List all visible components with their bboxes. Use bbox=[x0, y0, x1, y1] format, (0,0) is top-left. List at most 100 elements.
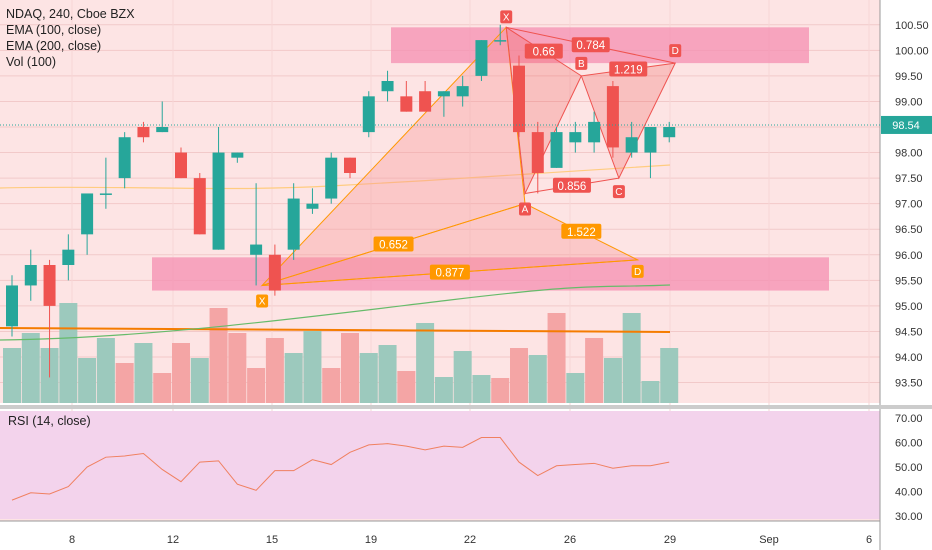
price-tick-label: 99.50 bbox=[895, 71, 923, 83]
candle-body bbox=[250, 244, 263, 255]
rsi-tick-label: 30.00 bbox=[895, 511, 923, 523]
red-point-badge bbox=[575, 56, 588, 70]
volume-bar bbox=[322, 368, 341, 403]
volume-bar bbox=[528, 355, 547, 403]
volume-bar bbox=[209, 308, 228, 403]
candle-body bbox=[644, 127, 657, 153]
indicator-ema100: EMA (100, close) bbox=[6, 23, 102, 37]
volume-bar bbox=[585, 338, 604, 403]
candles[interactable] bbox=[6, 24, 676, 378]
candle-body bbox=[531, 132, 544, 173]
rsi-label: RSI (14, close) bbox=[8, 414, 91, 428]
candle-body bbox=[212, 152, 225, 250]
volume-bar bbox=[21, 333, 40, 403]
harmonic-pattern-labels: X A B C D X D 0.66 0.784 1.219 0.856 0.652 1.522 0.87… bbox=[256, 10, 682, 308]
rsi-series-line bbox=[11, 437, 670, 501]
candle-body bbox=[550, 132, 563, 168]
volume-bar bbox=[491, 378, 510, 403]
volume-bar bbox=[172, 343, 190, 403]
time-tick-label: 15 bbox=[266, 534, 278, 546]
red-point-label: X bbox=[503, 12, 510, 23]
candle-body bbox=[231, 152, 244, 158]
time-tick-label: 6 bbox=[866, 534, 872, 546]
price-tick-label: 97.50 bbox=[895, 173, 923, 185]
candle-body bbox=[62, 249, 75, 265]
orange-point-badge bbox=[256, 294, 269, 308]
time-tick-label: 12 bbox=[167, 534, 179, 546]
price-tick-label: 95.00 bbox=[895, 301, 923, 313]
orange-ratio-badge bbox=[373, 236, 414, 252]
legend: NDAQ, 240, Cboe BZX EMA (100, close) EMA… bbox=[6, 6, 135, 70]
candle-body bbox=[588, 121, 601, 143]
red-ratio-badge bbox=[552, 177, 591, 193]
volume-bars bbox=[0, 303, 679, 403]
volume-bar bbox=[641, 381, 660, 403]
volume-bar bbox=[359, 353, 378, 403]
candle-body bbox=[306, 203, 319, 209]
volume-bar bbox=[115, 363, 134, 403]
candle-body bbox=[6, 285, 18, 327]
volume-bar bbox=[341, 333, 359, 403]
candle-body bbox=[118, 137, 131, 179]
candle-body bbox=[175, 152, 187, 179]
volume-bar bbox=[228, 333, 247, 403]
candle-body bbox=[437, 91, 450, 97]
last-price-badge bbox=[881, 115, 932, 134]
orange-ratio-label: 0.652 bbox=[379, 240, 408, 252]
candle-body bbox=[287, 198, 300, 250]
orange-point-badge bbox=[631, 264, 644, 278]
volume-bar bbox=[397, 371, 416, 403]
volume-bar bbox=[303, 331, 322, 403]
volume-bar bbox=[472, 375, 491, 403]
red-ratio-badge bbox=[571, 37, 610, 53]
rsi-tick-label: 70.00 bbox=[895, 413, 923, 425]
candle-body bbox=[344, 157, 356, 173]
time-tick-label: 29 bbox=[664, 534, 676, 546]
red-ratio-badge bbox=[609, 61, 648, 77]
orange-ratio-badge bbox=[429, 264, 470, 280]
price-tick-label: 97.00 bbox=[895, 199, 923, 211]
symbol-line: NDAQ, 240, Cboe BZX bbox=[6, 7, 135, 21]
volume-bar bbox=[622, 313, 641, 403]
orange-point-label: X bbox=[259, 296, 266, 307]
volume-average-line bbox=[0, 327, 671, 333]
red-point-label: B bbox=[578, 59, 585, 70]
candle-body bbox=[513, 65, 525, 133]
volume-bar bbox=[265, 338, 284, 403]
rsi-tick-label: 40.00 bbox=[895, 487, 923, 499]
volume-bar bbox=[78, 358, 97, 403]
volume-bar bbox=[453, 351, 472, 403]
time-tick-label: 26 bbox=[564, 534, 576, 546]
time-tick-label: 19 bbox=[365, 534, 377, 546]
red-ratio-label: 0.66 bbox=[533, 47, 555, 59]
candle-body bbox=[663, 127, 676, 138]
candle-body bbox=[81, 193, 94, 235]
price-tick-label: 100.00 bbox=[895, 45, 929, 57]
red-point-label: A bbox=[522, 204, 529, 215]
rsi-line bbox=[11, 437, 670, 501]
price-tick-label: 100.50 bbox=[895, 20, 929, 32]
red-point-badge bbox=[500, 10, 513, 24]
volume-bar bbox=[134, 343, 153, 403]
volume-bar bbox=[603, 358, 622, 403]
candle-body bbox=[475, 40, 488, 76]
ema-200-line bbox=[0, 284, 671, 341]
red-ratio-label: 1.219 bbox=[614, 65, 643, 77]
red-point-badge bbox=[519, 202, 531, 216]
price-tick-label: 95.50 bbox=[895, 275, 923, 287]
red-point-badge bbox=[612, 185, 625, 199]
candle-body bbox=[606, 86, 619, 148]
volume-bar bbox=[660, 348, 679, 403]
rsi-tick-label: 50.00 bbox=[895, 462, 923, 474]
red-point-label: C bbox=[615, 187, 622, 198]
volume-bar bbox=[96, 338, 115, 403]
rsi-tick-label: 60.00 bbox=[895, 437, 923, 449]
volume-bar bbox=[284, 353, 303, 403]
price-tick-label: 93.50 bbox=[895, 378, 923, 390]
candle-body bbox=[362, 96, 375, 133]
candle-body bbox=[400, 96, 413, 112]
volume-bar bbox=[3, 348, 21, 403]
candle-body bbox=[156, 127, 169, 133]
